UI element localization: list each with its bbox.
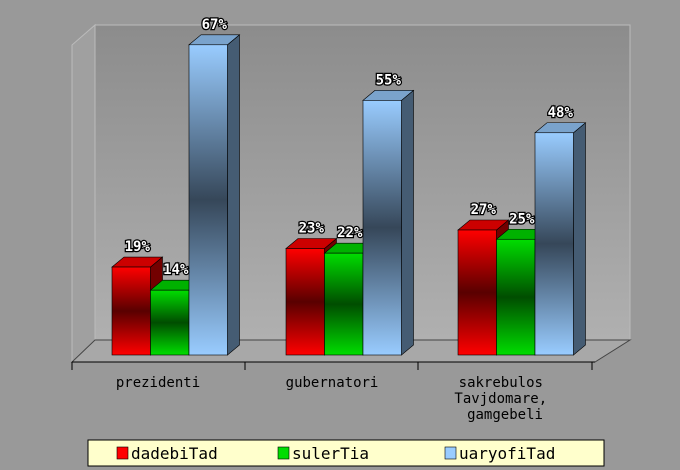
legend-swatch xyxy=(444,446,457,460)
legend-label: sulerTia xyxy=(292,444,369,463)
data-label: 14% xyxy=(163,262,189,278)
legend xyxy=(87,439,605,467)
data-label: 25% xyxy=(509,211,535,227)
bar xyxy=(324,252,364,356)
bar-side xyxy=(227,34,240,356)
data-label: 55% xyxy=(376,72,402,88)
data-label: 48% xyxy=(548,105,574,121)
bar xyxy=(188,44,228,356)
bar xyxy=(285,248,325,356)
x-tick-label: prezidenti xyxy=(116,375,200,391)
data-label: 22% xyxy=(337,225,363,241)
x-tick-label: sakrebulos Tavjdomare, gamgebeli xyxy=(454,375,555,423)
legend-label: dadebiTad xyxy=(131,444,218,463)
legend-swatch xyxy=(116,446,129,460)
data-label: 27% xyxy=(471,202,497,218)
bar-side xyxy=(573,122,586,356)
bar xyxy=(150,289,190,356)
bar xyxy=(534,132,574,356)
x-tick-label: gubernatori xyxy=(286,375,379,391)
legend-swatch xyxy=(277,446,290,460)
bar-side xyxy=(401,89,414,356)
data-label: 19% xyxy=(125,239,151,255)
bar xyxy=(496,238,536,356)
data-label: 23% xyxy=(299,221,325,237)
side-wall xyxy=(71,23,96,364)
data-label: 67% xyxy=(202,17,228,33)
bar xyxy=(111,266,151,356)
bar xyxy=(362,100,402,356)
bar xyxy=(457,229,497,356)
legend-label: uaryofiTad xyxy=(459,444,555,463)
